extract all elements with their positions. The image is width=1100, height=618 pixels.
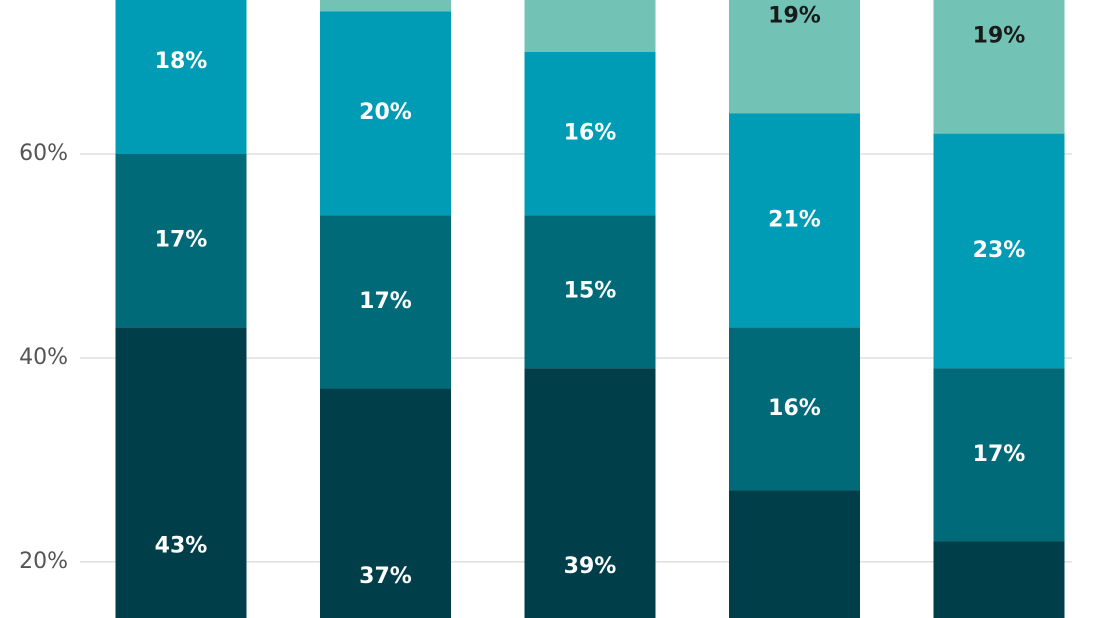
value-label: 19%	[768, 3, 821, 28]
bar-segment	[933, 541, 1065, 618]
value-label: 17%	[359, 289, 412, 314]
y-tick-label: 60%	[19, 141, 68, 166]
bar-segment	[320, 0, 451, 12]
value-label: 16%	[564, 121, 617, 146]
value-label: 19%	[973, 24, 1026, 49]
value-label: 23%	[973, 238, 1026, 263]
bar-segment	[115, 327, 247, 618]
bar-segment	[933, 368, 1065, 542]
bar-segment	[729, 327, 860, 491]
bar-segment	[115, 153, 247, 328]
value-label: 15%	[564, 279, 617, 304]
y-tick-label: 40%	[19, 345, 68, 370]
bar-segment	[729, 113, 860, 328]
bar-segment	[524, 215, 656, 369]
value-label: 17%	[155, 228, 208, 253]
value-label: 43%	[155, 534, 208, 559]
value-label: 18%	[155, 49, 208, 74]
bar-segment	[115, 0, 247, 154]
value-label: 39%	[564, 554, 617, 579]
bar-segment	[320, 11, 451, 216]
bar-segment	[320, 388, 451, 618]
y-tick-label: 20%	[19, 549, 68, 574]
value-label: 21%	[768, 207, 821, 232]
bar-segment	[320, 215, 451, 389]
bar-segment	[729, 0, 860, 114]
value-label: 37%	[359, 564, 412, 589]
bar-segment	[729, 490, 860, 618]
value-label: 20%	[359, 100, 412, 125]
bar-segment	[933, 133, 1065, 369]
value-label: 16%	[768, 396, 821, 421]
bar-segment	[524, 52, 656, 216]
bar-segment	[933, 0, 1065, 134]
value-label: 17%	[973, 442, 1026, 467]
bar-segment	[524, 0, 656, 53]
bar-segment	[524, 368, 656, 618]
